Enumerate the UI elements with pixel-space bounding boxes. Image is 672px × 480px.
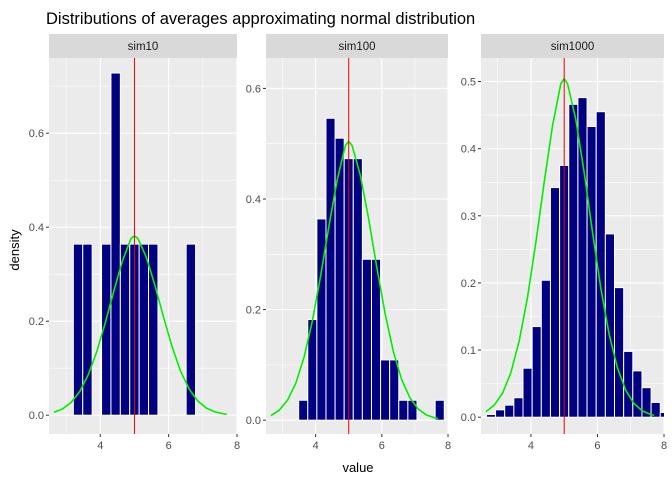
histogram-bar — [568, 103, 579, 418]
histogram-bar — [148, 243, 159, 416]
histogram-bar — [434, 399, 445, 421]
y-tick-label: 0.0 — [461, 412, 476, 424]
x-tick-label: 4 — [528, 440, 534, 452]
histogram-bar — [298, 399, 309, 421]
facet-strip-label: sim100 — [338, 41, 375, 53]
normal-density-curve — [485, 77, 655, 417]
plot-area — [485, 58, 664, 434]
y-tick-label: 0.5 — [461, 77, 476, 89]
histogram-bar — [407, 399, 418, 421]
histogram-bar — [522, 367, 533, 418]
chart-title: Distributions of averages approximating … — [46, 10, 475, 28]
histogram-bar — [495, 409, 506, 418]
histogram-bar — [549, 187, 561, 418]
facet-strip — [266, 34, 448, 58]
y-tick-label: 0.1 — [461, 345, 476, 357]
y-tick-label: 0.4 — [29, 222, 44, 234]
histogram-bar — [138, 243, 150, 416]
histogram-bar — [504, 404, 515, 418]
histogram-bar — [531, 326, 542, 418]
y-tick-label: 0.6 — [29, 128, 44, 140]
x-tick-label: 6 — [166, 440, 172, 452]
x-tick-label: 4 — [313, 440, 319, 452]
y-tick-label: 0.2 — [461, 278, 476, 290]
y-tick-label: 0.0 — [29, 410, 44, 422]
normal-density-curve — [53, 234, 227, 415]
x-axis-title: value — [342, 460, 373, 475]
histogram-bar — [604, 233, 616, 418]
histogram-bar — [650, 401, 661, 418]
histogram-bar — [185, 243, 197, 416]
histogram-bar — [623, 350, 634, 418]
y-tick-label: 0.4 — [246, 194, 261, 206]
facet-strip-label: sim10 — [128, 41, 159, 53]
histogram-bar — [659, 412, 664, 418]
x-tick-label: 6 — [594, 440, 600, 452]
histogram-bar — [513, 397, 524, 418]
histogram-bar — [586, 125, 597, 418]
histogram-bar — [110, 72, 121, 416]
histogram-bar — [361, 258, 372, 421]
histogram-bar — [389, 359, 400, 421]
facet-strip-label: sim1000 — [551, 41, 594, 53]
histogram-bar — [614, 287, 625, 418]
histogram-bar — [119, 243, 131, 416]
facet-panel-sim100: sim100 4 6 8 0.0 0.2 0.4 0.6 — [246, 34, 451, 452]
y-axis-title: density — [7, 229, 22, 271]
y-tick-label: 0.4 — [461, 144, 476, 156]
plot-area — [53, 58, 227, 434]
y-tick-label: 0.2 — [29, 316, 44, 328]
facet-panels: sim10 4 6 8 0.0 0.2 0.4 0.6 sim100 4 6 8 0.0 0.2 0.4 0.… — [29, 34, 667, 452]
plot-area — [270, 58, 445, 434]
histogram-bar — [82, 243, 93, 416]
y-tick-label: 0.0 — [246, 415, 261, 427]
histogram-bar — [380, 359, 391, 421]
histogram-bar — [325, 117, 336, 421]
histogram-bar — [352, 158, 363, 421]
y-tick-label: 0.2 — [246, 305, 261, 317]
x-tick-label: 4 — [97, 440, 103, 452]
histogram-bar — [540, 279, 551, 418]
histogram-bar — [485, 414, 497, 418]
x-tick-label: 8 — [445, 440, 451, 452]
y-tick-label: 0.6 — [246, 83, 261, 95]
facet-panel-sim10: sim10 4 6 8 0.0 0.2 0.4 0.6 — [29, 34, 240, 452]
x-tick-label: 8 — [234, 440, 240, 452]
facet-strip — [481, 34, 664, 58]
x-tick-label: 6 — [379, 440, 385, 452]
facet-strip — [49, 34, 237, 58]
y-tick-label: 0.3 — [461, 211, 476, 223]
x-tick-label: 8 — [661, 440, 667, 452]
histogram-bar — [398, 399, 409, 421]
facet-panel-sim1000: sim1000 4 6 8 0.0 0.1 0.2 0.3 0.4 0.5 — [461, 34, 667, 452]
normal-density-curve — [270, 140, 439, 420]
